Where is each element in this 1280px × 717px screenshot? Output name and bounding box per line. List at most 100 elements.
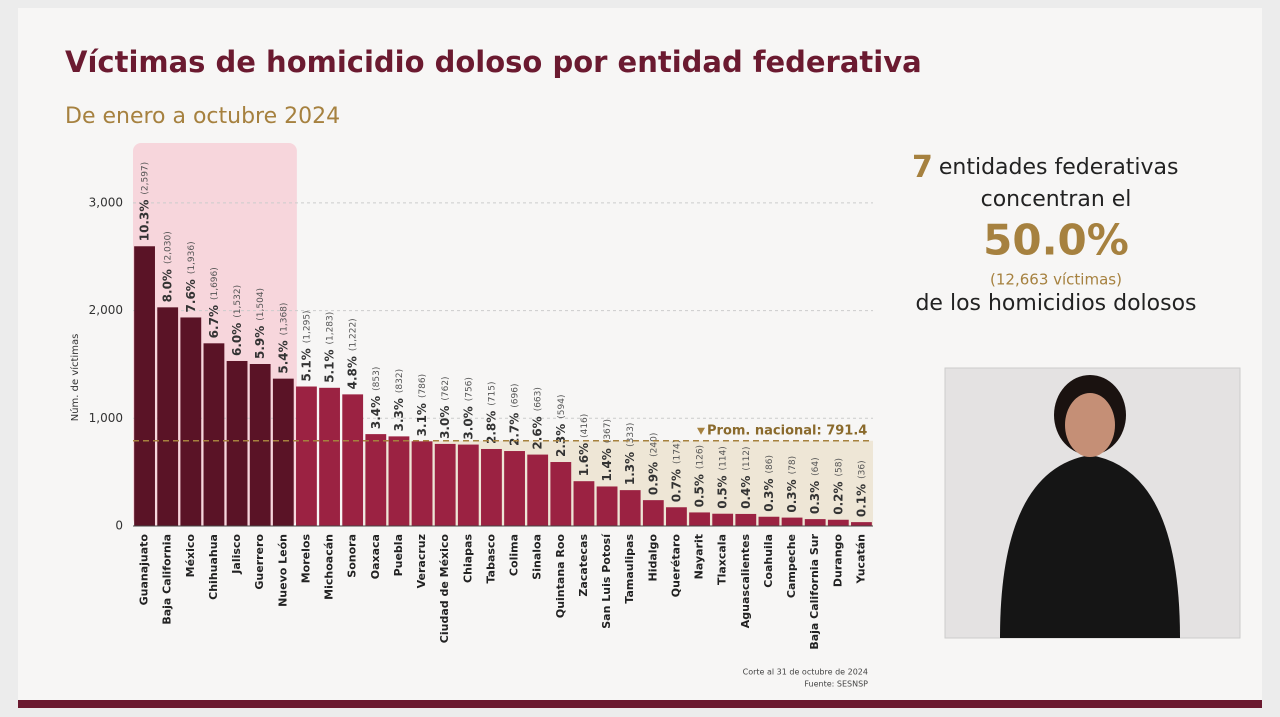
bar bbox=[481, 448, 502, 526]
bar-label: 1.3% (333) bbox=[623, 423, 637, 485]
bar bbox=[365, 434, 387, 526]
bar-label: 3.3% (832) bbox=[391, 369, 405, 431]
bar bbox=[180, 317, 202, 526]
x-tick-label: Puebla bbox=[392, 534, 405, 576]
bar bbox=[596, 486, 618, 526]
bar-label: 2.7% (696) bbox=[507, 384, 521, 446]
value-label: (367) bbox=[603, 419, 613, 443]
share-label: 2.3% bbox=[553, 424, 567, 457]
bar bbox=[689, 512, 710, 526]
value-label: (1,283) bbox=[325, 312, 335, 345]
value-label: (1,504) bbox=[256, 288, 266, 321]
value-label: (2,030) bbox=[163, 231, 173, 264]
y-tick-label: 2,000 bbox=[89, 303, 123, 317]
bar-label: 2.3% (594) bbox=[553, 395, 567, 457]
value-label: (756) bbox=[464, 377, 474, 401]
value-label: (832) bbox=[394, 369, 404, 393]
bar-label: 4.8% (1,222) bbox=[345, 318, 359, 389]
share-label: 0.3% bbox=[808, 481, 822, 514]
share-label: 1.6% bbox=[576, 443, 590, 476]
bar bbox=[642, 500, 664, 526]
title: Víctimas de homicidio doloso por entidad… bbox=[65, 45, 922, 79]
share-label: 10.3% bbox=[137, 200, 151, 242]
bar-label: 0.1% (36) bbox=[854, 460, 868, 517]
x-tick-label: Chihuahua bbox=[207, 534, 220, 600]
bar-label: 3.0% (762) bbox=[438, 376, 452, 438]
subtitle: De enero a octubre 2024 bbox=[65, 104, 340, 129]
interpreter-video bbox=[944, 367, 1241, 639]
bar-label: 0.3% (64) bbox=[808, 457, 822, 514]
y-axis-label: Núm. de víctimas bbox=[69, 334, 81, 422]
bar-label: 5.1% (1,283) bbox=[322, 312, 336, 383]
share-label: 0.7% bbox=[669, 469, 683, 502]
bar bbox=[758, 516, 780, 526]
summary-line2: concentran el bbox=[981, 187, 1132, 212]
value-label: (663) bbox=[533, 387, 543, 411]
value-label: (333) bbox=[626, 423, 636, 447]
bar bbox=[619, 490, 641, 526]
x-tick-label: Ciudad de México bbox=[438, 534, 451, 644]
share-label: 1.3% bbox=[623, 452, 637, 485]
summary-line1: 7 entidades federativas bbox=[912, 150, 1179, 185]
share-label: 2.6% bbox=[530, 416, 544, 449]
share-label: 5.1% bbox=[322, 350, 336, 383]
bar bbox=[249, 363, 271, 526]
share-label: 3.4% bbox=[368, 396, 382, 429]
share-label: 6.7% bbox=[206, 305, 220, 338]
figure-body bbox=[1000, 455, 1180, 638]
x-tick-label: Oaxaca bbox=[369, 534, 382, 579]
x-tick-label: Quintana Roo bbox=[554, 534, 567, 619]
value-label: (78) bbox=[788, 456, 798, 474]
figure-face bbox=[1065, 393, 1115, 457]
x-tick-label: Campeche bbox=[785, 534, 798, 598]
share-label: 3.1% bbox=[415, 403, 429, 436]
x-tick-label: Durango bbox=[831, 534, 844, 588]
value-label: (126) bbox=[695, 445, 705, 469]
bar-label: 0.7% (174) bbox=[669, 440, 683, 502]
bar bbox=[804, 519, 826, 526]
bar-label: 0.4% (112) bbox=[738, 446, 752, 508]
bar bbox=[272, 378, 294, 526]
bar-label: 2.8% (715) bbox=[484, 381, 498, 443]
value-label: (416) bbox=[579, 414, 589, 438]
share-label: 8.0% bbox=[160, 269, 174, 302]
x-tick-label: Sinaloa bbox=[531, 534, 544, 580]
x-tick-label: San Luis Potosí bbox=[600, 533, 613, 629]
footer-source: Fuente: SESNSP bbox=[804, 680, 868, 689]
x-tick-label: Tabasco bbox=[484, 534, 497, 584]
x-tick-label: Yucatán bbox=[854, 534, 867, 584]
bar bbox=[134, 246, 155, 527]
bar-label: 1.4% (367) bbox=[600, 419, 614, 481]
share-label: 5.9% bbox=[253, 326, 267, 359]
value-label: (715) bbox=[487, 381, 497, 405]
share-label: 5.4% bbox=[276, 340, 290, 373]
bar bbox=[666, 507, 687, 526]
share-label: 0.3% bbox=[761, 478, 775, 511]
share-label: 0.4% bbox=[738, 476, 752, 509]
bar bbox=[296, 386, 317, 526]
bottom-rule bbox=[18, 700, 1262, 708]
value-label: (114) bbox=[718, 446, 728, 470]
x-tick-label: Veracruz bbox=[415, 534, 428, 588]
bar bbox=[203, 343, 225, 526]
bar-label: 7.6% (1,936) bbox=[183, 241, 197, 312]
bar bbox=[388, 436, 410, 526]
value-label: (1,368) bbox=[279, 303, 289, 336]
share-label: 7.6% bbox=[183, 279, 197, 312]
bar-label: 3.4% (853) bbox=[368, 367, 382, 429]
share-label: 0.3% bbox=[785, 479, 799, 512]
value-label: (1,532) bbox=[233, 285, 243, 318]
bar-label: 5.9% (1,504) bbox=[253, 288, 267, 359]
y-tick-label: 1,000 bbox=[89, 411, 123, 425]
x-tick-label: Zacatecas bbox=[577, 534, 590, 597]
y-tick-label: 3,000 bbox=[89, 195, 123, 209]
x-tick-label: Michoacán bbox=[323, 534, 336, 600]
bar bbox=[527, 454, 549, 526]
value-label: (86) bbox=[764, 455, 774, 473]
bar bbox=[504, 451, 525, 526]
bar-label: 0.3% (78) bbox=[785, 456, 799, 513]
x-tick-label: Chiapas bbox=[461, 534, 474, 583]
value-label: (1,696) bbox=[209, 267, 219, 300]
bar bbox=[342, 394, 364, 526]
